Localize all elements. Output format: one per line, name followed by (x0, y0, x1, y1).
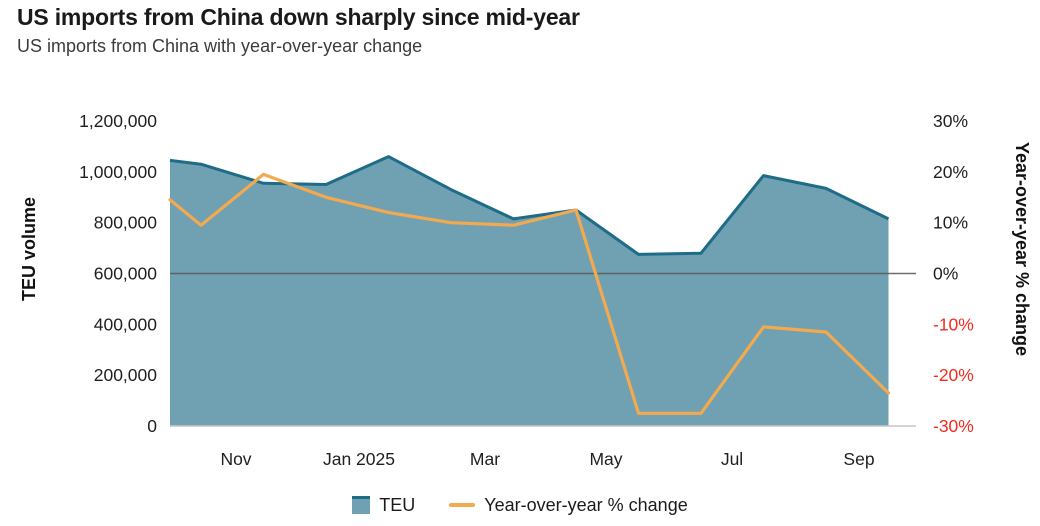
teu-area (170, 156, 889, 426)
x-axis-tick: Nov (220, 449, 251, 469)
teu-area-swatch-icon (352, 496, 371, 514)
x-axis-tick: Jan 2025 (323, 449, 395, 469)
left-axis-tick: 600,000 (94, 264, 158, 284)
x-axis-tick: May (589, 449, 622, 469)
chart-subtitle: US imports from China with year-over-yea… (17, 36, 423, 56)
left-axis-tick: 1,000,000 (79, 162, 157, 182)
right-axis-tick: -20% (933, 365, 974, 385)
legend-item-teu: TEU (352, 495, 415, 516)
legend-item-yoy: Year-over-year % change (449, 494, 688, 516)
left-axis-tick: 800,000 (94, 213, 158, 233)
legend-label-yoy: Year-over-year % change (484, 494, 688, 515)
right-axis-tick: 10% (933, 213, 968, 233)
right-axis-tick: 30% (933, 111, 968, 131)
x-axis-tick: Mar (470, 449, 500, 469)
right-axis-tick: -10% (933, 314, 974, 334)
left-axis-tick: 400,000 (94, 314, 158, 334)
legend-label-teu: TEU (379, 494, 416, 515)
teu-line (169, 155, 890, 256)
left-axis-tick: 0 (147, 416, 157, 436)
right-axis-tick: 20% (933, 162, 968, 182)
legend: TEU Year-over-year % change (0, 490, 1040, 520)
yoy-line (168, 172, 891, 415)
left-axis-tick: 1,200,000 (79, 111, 157, 131)
yoy-line-swatch-icon (449, 503, 476, 507)
right-axis-title: Year-over-year % change (1012, 142, 1032, 356)
left-axis-title: TEU volume (19, 197, 39, 301)
right-axis-tick: -30% (933, 416, 974, 436)
chart-title: US imports from China down sharply since… (17, 4, 580, 30)
left-axis-tick: 200,000 (94, 365, 158, 385)
right-axis-tick: 0% (933, 264, 958, 284)
x-axis-tick: Sep (843, 449, 874, 469)
x-axis-tick: Jul (721, 449, 743, 469)
